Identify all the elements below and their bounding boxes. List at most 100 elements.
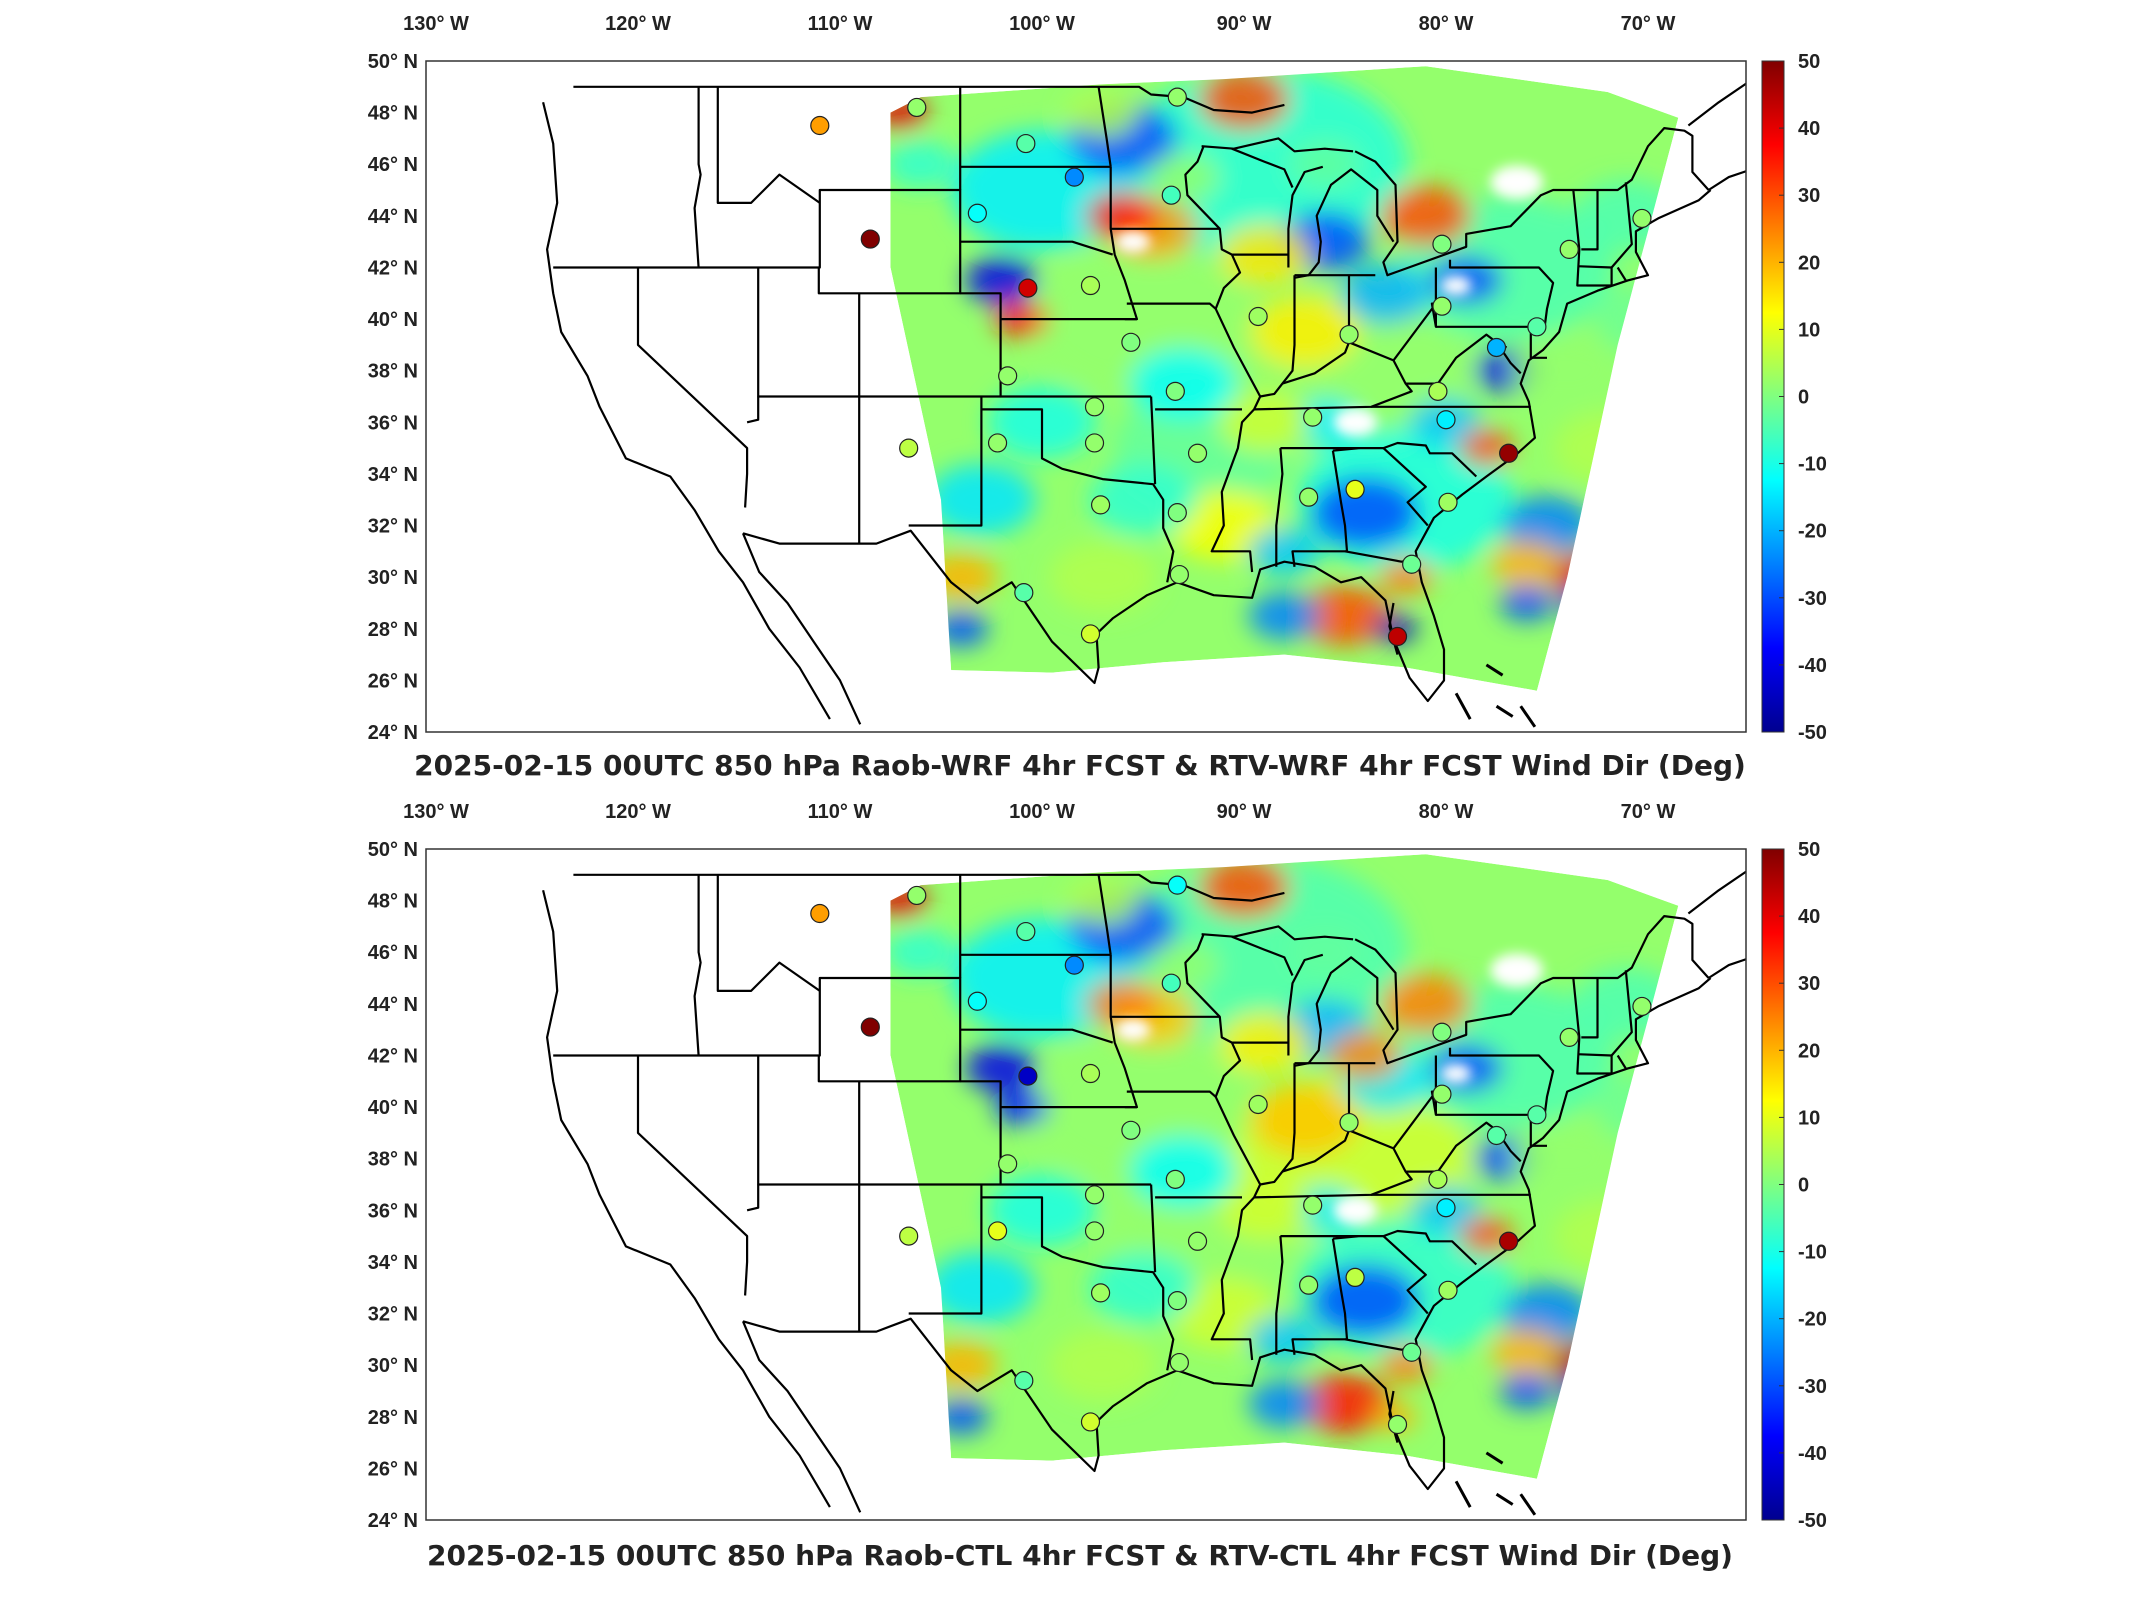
raob-station-marker xyxy=(1339,324,1359,345)
boundary-line xyxy=(746,396,760,424)
raob-station-marker xyxy=(1559,239,1579,259)
boundary-line xyxy=(1150,1184,1157,1273)
latitude-label: 32° N xyxy=(368,516,418,538)
field-anomaly xyxy=(1499,584,1554,621)
raob-station-marker xyxy=(1303,407,1323,427)
map-panel-top: 130° W 120° W 110° W 100° W 90° W 80° W 70° W … xyxy=(368,13,1827,782)
boundary-line xyxy=(636,1055,749,1296)
raob-station-marker xyxy=(907,97,927,118)
boundary-line xyxy=(1572,189,1613,287)
colorbar-tick-label: 10 xyxy=(1798,319,1820,341)
raob-station-marker xyxy=(1080,1063,1101,1084)
raob-station-marker xyxy=(1499,443,1519,463)
latitude-label: 30° N xyxy=(368,567,418,589)
colorbar-tick-label: -40 xyxy=(1798,655,1827,677)
raob-station-marker xyxy=(1064,167,1084,187)
raob-station-marker xyxy=(1438,492,1458,512)
latitude-label: 46° N xyxy=(368,154,418,176)
missing-data-patch xyxy=(1490,953,1544,988)
raob-station-marker xyxy=(1014,583,1034,603)
boundary-line xyxy=(960,1028,1114,1044)
raob-station-marker xyxy=(1248,306,1268,327)
longitude-label: 120° W xyxy=(605,13,671,35)
latitude-label: 28° N xyxy=(368,619,418,641)
raob-station-marker xyxy=(1165,381,1185,401)
boundary-line xyxy=(1097,86,1112,167)
boundary-line xyxy=(741,1320,862,1513)
raob-station-marker xyxy=(1018,1066,1038,1086)
longitude-label: 130° W xyxy=(403,13,469,35)
colorbar-tick-label: 40 xyxy=(1798,118,1820,140)
boundary-line xyxy=(1109,166,1139,321)
raob-station-marker xyxy=(1016,921,1036,942)
raob-station-marker xyxy=(987,1221,1008,1241)
longitude-label: 100° W xyxy=(1009,13,1075,35)
map-frame xyxy=(425,60,1747,733)
longitude-labels: 130° W 120° W 110° W 100° W 90° W 80° W 70° W xyxy=(403,801,1675,823)
raob-station-marker xyxy=(907,885,927,906)
panel-title: 2025-02-15 00UTC 850 hPa Raob-CTL 4hr FC… xyxy=(427,1539,1733,1572)
map-panel-bottom: 130° W 120° W 110° W 100° W 90° W 80° W 70° W … xyxy=(368,801,1827,1572)
field-anomaly xyxy=(1250,1083,1359,1156)
longitude-label: 90° W xyxy=(1217,801,1272,823)
raob-station-marker xyxy=(1632,996,1652,1017)
latitude-labels: 50° N 48° N 46° N 44° N 42° N 40° N 38° N 36° N… xyxy=(368,51,418,744)
latitude-label: 40° N xyxy=(368,309,418,331)
raob-station-marker xyxy=(987,433,1008,453)
colorbar-tick-label: -50 xyxy=(1798,722,1827,744)
raob-station-marker xyxy=(810,115,830,136)
field-anomaly xyxy=(1248,1379,1321,1428)
field-anomaly xyxy=(934,610,989,647)
field-anomaly xyxy=(1551,1341,1624,1390)
longitude-label: 70° W xyxy=(1621,13,1676,35)
latitude-label: 38° N xyxy=(368,361,418,383)
latitude-label: 26° N xyxy=(368,1458,418,1480)
forecast-field-bottom xyxy=(890,854,1679,1479)
raob-station-marker xyxy=(1165,1169,1185,1189)
raob-station-marker xyxy=(1428,1169,1448,1189)
field-anomaly xyxy=(1129,1135,1238,1208)
boundary-line xyxy=(1581,978,1599,1039)
boundary-line xyxy=(1280,447,1361,452)
raob-station-marker xyxy=(1169,1352,1189,1373)
raob-station-marker xyxy=(899,438,919,458)
island-outline xyxy=(1495,1492,1514,1506)
colorbar-tick-label: -30 xyxy=(1798,1376,1827,1398)
field-anomaly xyxy=(1248,527,1321,576)
longitude-label: 110° W xyxy=(808,801,873,823)
boundary-line xyxy=(542,102,831,720)
latitude-label: 38° N xyxy=(368,1149,418,1171)
raob-station-marker xyxy=(1080,275,1101,296)
latitude-label: 28° N xyxy=(368,1407,418,1429)
field-anomaly xyxy=(1048,541,1157,614)
raob-station-marker xyxy=(1402,1342,1422,1362)
missing-data-patch xyxy=(1115,1018,1151,1041)
boundary-line xyxy=(1610,970,1633,1057)
boundary-line xyxy=(742,189,1712,703)
raob-station-marker xyxy=(1303,1195,1323,1215)
field-anomaly xyxy=(1248,1315,1321,1364)
raob-station-marker xyxy=(1090,495,1111,515)
boundary-line xyxy=(1280,1234,1361,1240)
colorbar-tick-label: 20 xyxy=(1798,252,1820,274)
raob-station-marker xyxy=(1084,1221,1105,1241)
raob-station-marker xyxy=(1428,381,1448,401)
raob-station-marker xyxy=(1161,973,1181,993)
boundary-line xyxy=(1405,1121,1498,1173)
raob-station-marker xyxy=(1559,1027,1579,1047)
field-anomaly xyxy=(890,140,957,189)
raob-station-marker xyxy=(967,203,987,223)
raob-station-marker xyxy=(810,903,830,924)
raob-station-marker xyxy=(1161,185,1181,205)
raob-station-marker xyxy=(1438,1280,1458,1300)
field-anomaly xyxy=(1250,295,1359,368)
raob-station-marker xyxy=(998,1154,1018,1174)
island-outline xyxy=(1519,705,1537,728)
latitude-label: 26° N xyxy=(368,670,418,692)
field-anomaly xyxy=(1048,1329,1157,1402)
colorbar-tick-label: -20 xyxy=(1798,1309,1827,1331)
raob-station-marker xyxy=(1432,1022,1452,1042)
raob-station-marker xyxy=(967,991,987,1011)
boundary-line xyxy=(1275,1236,1284,1355)
